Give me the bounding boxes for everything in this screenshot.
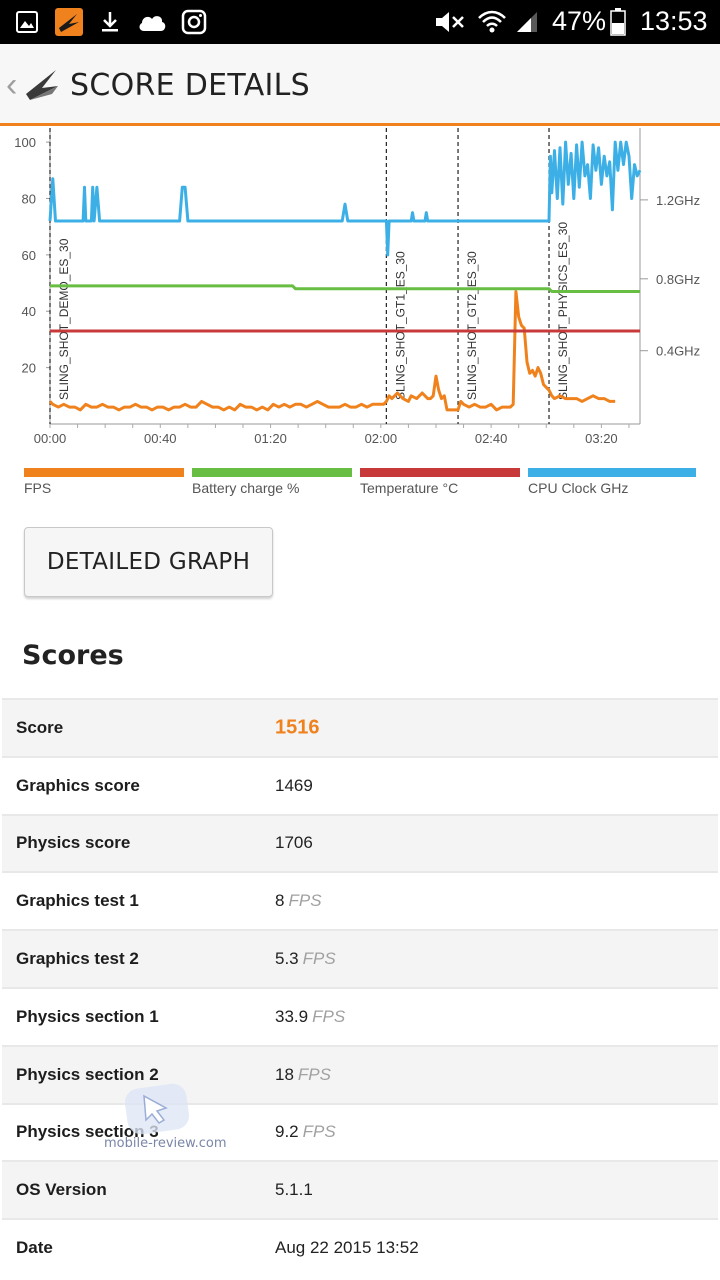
row-label: Physics section 3 [16,1122,159,1142]
row-label: Graphics score [16,775,140,795]
legend-label-fps: FPS [24,480,52,496]
detailed-graph-button[interactable]: DETAILED GRAPH [24,527,273,597]
test-marker-label: SLING_SHOT_PHYSICS_ES_30 [556,222,570,400]
legend-swatch-fps [24,468,184,477]
x-tick-label: 03:20 [585,431,618,446]
cloud-icon [136,0,168,44]
page-title: SCORE DETAILS [70,68,311,103]
table-row-graphics-test-2: Graphics test 2 5.3 FPS [2,929,718,987]
row-value: 1469 [275,775,313,795]
table-row-physics-section-1: Physics section 1 33.9 FPS [2,986,718,1045]
battery-icon [608,0,628,44]
row-label: Physics section 1 [16,1006,159,1026]
row-value: 33.9 FPS [275,1006,346,1026]
back-chevron-icon[interactable]: ‹ [6,66,18,104]
download-icon [98,0,122,44]
y-tick-label: 40 [22,304,36,319]
row-unit: FPS [288,891,322,911]
y-tick-label: 20 [22,361,36,376]
watermark-text: mobile-review.com [104,1136,227,1151]
performance-chart: 100 80 60 40 20 1.2GHz 0.8GHz 0.4GHz 00:00 00:40 0… [0,126,720,456]
row-unit: FPS [302,1122,336,1142]
3dmark-icon [54,0,84,44]
legend-swatch-cpu-clock [528,468,696,477]
table-row-physics-section-2: Physics section 2 18 FPS [2,1044,718,1103]
clock: 13:53 [640,6,708,36]
instagram-icon [180,0,208,44]
row-value: 1516 [275,716,320,739]
table-row-graphics-test-1: Graphics test 1 8 FPS [2,871,718,930]
row-label: Graphics test 1 [16,891,139,911]
y-tick-label: 100 [14,135,36,150]
row-label: Physics score [16,833,131,853]
table-row-graphics-score: Graphics score 1469 [2,755,718,814]
row-unit: FPS [312,1006,346,1026]
y2-tick-label: 0.8GHz [656,272,700,287]
x-tick-label: 00:00 [34,431,67,446]
battery-percent: 47% [552,6,607,36]
wifi-icon [476,0,508,44]
row-value: 1706 [275,833,313,853]
legend-label-cpu-clock: CPU Clock GHz [528,480,629,496]
x-tick-label: 01:20 [254,431,287,446]
x-tick-label: 02:00 [365,431,398,446]
row-label: Graphics test 2 [16,949,139,969]
legend-label-battery: Battery charge % [192,480,300,496]
row-value: 9.2 FPS [275,1122,336,1142]
table-row-os-version: OS Version 5.1.1 [2,1160,718,1219]
legend-swatch-battery [192,468,352,477]
row-value: 8 FPS [275,891,322,911]
row-label: Date [16,1238,53,1258]
row-label: OS Version [16,1180,107,1200]
test-marker-label: SLING_SHOT_DEMO_ES_30 [57,238,71,400]
test-marker-label: SLING_SHOT_GT2_ES_30 [465,251,479,400]
row-label: Physics section 2 [16,1064,159,1084]
chart-legend: FPS Battery charge % Temperature °C CPU … [24,468,696,498]
y-tick-label: 60 [22,248,36,263]
gallery-icon [14,0,40,44]
row-unit: FPS [297,1064,331,1084]
row-value: 5.3 FPS [275,949,336,969]
row-label: Score [16,717,64,737]
watermark-logo-icon [104,1082,194,1141]
series-line-battery-charge- [50,284,640,293]
signal-icon [512,0,540,44]
legend-swatch-temperature [360,468,520,477]
table-row-date: Date Aug 22 2015 13:52 [2,1218,718,1276]
3dmark-logo-icon[interactable] [22,64,62,109]
y-tick-label: 80 [22,191,36,206]
legend-label-temperature: Temperature °C [360,480,459,496]
table-row-physics-section-3: Physics section 3 9.2 FPS [2,1102,718,1161]
table-row-score: Score 1516 [2,698,718,756]
scores-heading: Scores [22,640,124,671]
status-bar: 47% 13:53 [0,0,720,44]
row-unit: FPS [302,949,336,969]
test-marker-label: SLING_SHOT_GT1_ES_30 [393,251,407,400]
scores-table: Score 1516 Graphics score 1469 Physics s… [2,698,718,1276]
performance-chart-svg: 100 80 60 40 20 1.2GHz 0.8GHz 0.4GHz 00:00 00:40 0… [14,128,700,446]
row-value: 18 FPS [275,1064,331,1084]
series-line-cpu-clock-ghz [48,140,642,257]
y2-tick-label: 1.2GHz [656,193,700,208]
table-row-physics-score: Physics score 1706 [2,813,718,872]
row-value: 5.1.1 [275,1180,313,1200]
mute-icon [432,0,468,44]
series-line-fps [48,290,616,412]
x-tick-label: 00:40 [144,431,177,446]
y2-tick-label: 0.4GHz [656,344,700,359]
x-tick-label: 02:40 [475,431,508,446]
app-bar: ‹ SCORE DETAILS [0,44,720,126]
row-value: Aug 22 2015 13:52 [275,1238,419,1258]
